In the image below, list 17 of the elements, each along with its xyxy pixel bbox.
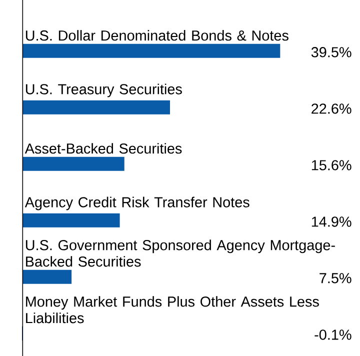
y-tick-label: U.S. Treasury Securities — [26, 84, 182, 98]
data-label: 39.5% — [311, 47, 352, 58]
data-label: 22.6% — [312, 104, 352, 114]
y-tick-label: Money Market Funds Plus Other Assets Less Liabilities — [26, 296, 319, 324]
data-label: -0.1% — [314, 330, 352, 340]
y-tick-label: Agency Credit Risk Transfer Notes — [24, 196, 250, 210]
bar — [22, 213, 120, 228]
data-label: 15.6% — [312, 160, 352, 170]
bar — [22, 44, 280, 58]
bar — [22, 156, 124, 171]
y-tick-label: Asset-Backed Securities — [24, 143, 182, 154]
data-label: 14.9% — [312, 216, 352, 227]
bar — [22, 100, 170, 114]
bar — [22, 270, 72, 284]
y-tick-label: U.S. Dollar Denominated Bonds & Notes — [26, 30, 288, 41]
y-tick-label: U.S. Government Sponsored Agency Mortgage-Backed Securities — [26, 240, 335, 267]
data-label: 7.5% — [320, 273, 352, 284]
